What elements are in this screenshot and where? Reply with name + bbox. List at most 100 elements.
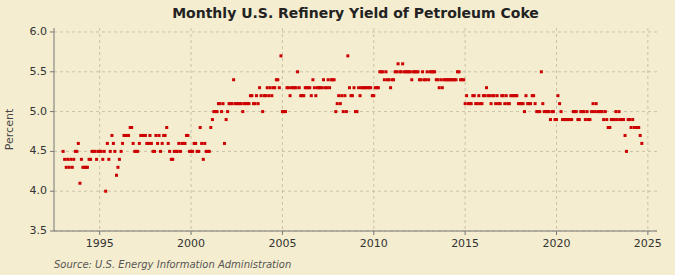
grid-line <box>54 71 657 72</box>
point <box>71 166 74 169</box>
y-tick <box>50 151 54 152</box>
point <box>161 142 164 145</box>
point <box>570 118 573 121</box>
point <box>436 78 439 81</box>
point <box>369 86 372 89</box>
y-axis-label: Percent <box>3 108 16 150</box>
point <box>488 94 491 97</box>
point <box>289 94 292 97</box>
point <box>584 118 587 121</box>
grid-line <box>54 191 657 192</box>
y-tick-label: 6.0 <box>30 25 48 38</box>
point <box>106 142 109 145</box>
grid <box>54 28 657 231</box>
point <box>426 70 429 73</box>
point <box>150 142 153 145</box>
point <box>208 150 211 153</box>
point <box>287 86 290 89</box>
point <box>254 102 257 105</box>
point <box>94 150 97 153</box>
point <box>63 158 66 161</box>
point <box>617 110 620 113</box>
x-tick-label: 2005 <box>268 237 296 250</box>
point <box>260 94 263 97</box>
point <box>177 142 180 145</box>
point <box>346 54 349 57</box>
point <box>616 118 619 121</box>
x-tick <box>647 231 648 235</box>
point <box>112 142 115 145</box>
x-tick-label: 2025 <box>634 237 662 250</box>
point <box>148 134 151 137</box>
point <box>421 70 424 73</box>
point <box>490 102 493 105</box>
point <box>302 94 305 97</box>
point <box>313 86 316 89</box>
point <box>439 78 442 81</box>
point <box>296 70 299 73</box>
point <box>156 142 159 145</box>
point <box>258 86 261 89</box>
point <box>333 78 336 81</box>
point <box>171 158 174 161</box>
grid-line <box>282 28 283 231</box>
point <box>625 150 628 153</box>
point <box>555 118 558 121</box>
point <box>419 78 422 81</box>
point <box>342 110 345 113</box>
background <box>0 0 675 275</box>
point <box>353 86 356 89</box>
source-note: Source: U.S. Energy Information Administ… <box>54 259 291 270</box>
y-tick <box>50 71 54 72</box>
point <box>321 86 324 89</box>
point <box>614 110 617 113</box>
point <box>337 94 340 97</box>
title: Monthly U.S. Refinery Yield of Petroleum… <box>172 5 539 21</box>
x-tick-label: 1995 <box>86 237 114 250</box>
grid-line <box>99 28 100 231</box>
point <box>602 118 605 121</box>
point <box>107 158 110 161</box>
point <box>158 134 161 137</box>
point <box>327 78 330 81</box>
y-tick <box>50 191 54 192</box>
point <box>496 94 499 97</box>
x-tick <box>556 231 557 235</box>
point <box>470 102 473 105</box>
point <box>592 102 595 105</box>
point <box>639 134 642 137</box>
point <box>392 78 395 81</box>
point <box>110 134 113 137</box>
x-tick-label: 2010 <box>360 237 388 250</box>
point <box>532 94 535 97</box>
point <box>502 94 505 97</box>
point <box>116 166 119 169</box>
grid-line <box>647 28 648 231</box>
point <box>138 142 141 145</box>
point <box>465 94 468 97</box>
point <box>130 126 133 129</box>
point <box>441 86 444 89</box>
point <box>194 142 197 145</box>
point <box>186 134 189 137</box>
point <box>103 150 106 153</box>
point <box>340 94 343 97</box>
point <box>494 102 497 105</box>
point <box>86 166 89 169</box>
x-tick <box>191 231 192 235</box>
point <box>628 118 631 121</box>
point <box>473 94 476 97</box>
point <box>462 78 465 81</box>
point <box>225 118 228 121</box>
point <box>159 150 162 153</box>
point <box>80 158 83 161</box>
x-tick-label: 2015 <box>451 237 479 250</box>
point <box>69 158 72 161</box>
point <box>226 110 229 113</box>
point <box>322 78 325 81</box>
point <box>355 110 358 113</box>
x-axis-line <box>54 231 657 232</box>
point <box>397 62 400 65</box>
point <box>529 102 532 105</box>
x-tick <box>465 231 466 235</box>
